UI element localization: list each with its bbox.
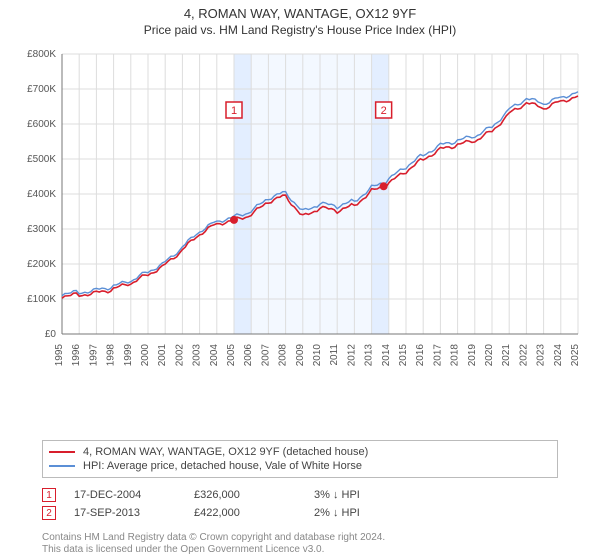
x-tick-label: 2011 xyxy=(329,344,340,366)
x-tick-label: 2012 xyxy=(346,344,357,367)
transaction-date: 17-SEP-2013 xyxy=(74,507,194,519)
chart-titles: 4, ROMAN WAY, WANTAGE, OX12 9YF Price pa… xyxy=(0,0,600,37)
transaction-delta: 2% ↓ HPI xyxy=(314,507,434,519)
legend-label: 4, ROMAN WAY, WANTAGE, OX12 9YF (detache… xyxy=(83,446,368,458)
x-tick-label: 2004 xyxy=(209,344,220,367)
price-marker xyxy=(380,182,388,190)
y-tick-label: £300K xyxy=(27,224,56,235)
x-tick-label: 1995 xyxy=(54,344,65,367)
y-tick-label: £0 xyxy=(45,329,57,340)
price-marker xyxy=(230,216,238,224)
transaction-tag: 2 xyxy=(42,506,56,520)
y-tick-label: £500K xyxy=(27,154,56,165)
legend-swatch xyxy=(49,465,75,467)
x-tick-label: 2006 xyxy=(243,344,254,367)
x-tick-label: 2005 xyxy=(226,344,237,367)
transaction-tag: 1 xyxy=(42,488,56,502)
chart-title: 4, ROMAN WAY, WANTAGE, OX12 9YF xyxy=(0,6,600,21)
x-tick-label: 2014 xyxy=(381,344,392,367)
transaction-delta: 3% ↓ HPI xyxy=(314,489,434,501)
transaction-list: 1 17-DEC-2004£326,0003% ↓ HPI 2 17-SEP-2013… xyxy=(42,486,558,522)
y-tick-label: £400K xyxy=(27,189,56,200)
x-tick-label: 2025 xyxy=(570,344,581,367)
footer-line-1: Contains HM Land Registry data © Crown c… xyxy=(42,532,385,543)
x-tick-label: 2015 xyxy=(398,344,409,367)
chart-legend: 4, ROMAN WAY, WANTAGE, OX12 9YF (detache… xyxy=(42,440,558,478)
footer-line-2: This data is licensed under the Open Gov… xyxy=(42,544,324,555)
transaction-price: £326,000 xyxy=(194,489,314,501)
x-tick-label: 1997 xyxy=(88,344,99,367)
legend-swatch xyxy=(49,451,75,453)
x-tick-label: 1996 xyxy=(71,344,82,367)
price-chart: £0 £100K £200K £300K £400K £500K £600K £700K £80… xyxy=(14,46,586,376)
x-tick-label: 2021 xyxy=(501,344,512,367)
transaction-row: 2 17-SEP-2013£422,0002% ↓ HPI xyxy=(42,504,558,522)
x-tick-label: 1999 xyxy=(123,344,134,367)
transaction-row: 1 17-DEC-2004£326,0003% ↓ HPI xyxy=(42,486,558,504)
x-tick-label: 2020 xyxy=(484,344,495,367)
x-tick-label: 2010 xyxy=(312,344,323,367)
footer-attribution: Contains HM Land Registry data © Crown c… xyxy=(42,532,558,556)
legend-item: HPI: Average price, detached house, Vale… xyxy=(49,459,551,473)
y-tick-label: £700K xyxy=(27,84,56,95)
x-tick-label: 2024 xyxy=(553,344,564,367)
x-tick-label: 2016 xyxy=(415,344,426,367)
x-tick-label: 2013 xyxy=(364,344,375,367)
x-tick-label: 2022 xyxy=(518,344,529,367)
legend-item: 4, ROMAN WAY, WANTAGE, OX12 9YF (detache… xyxy=(49,445,551,459)
y-tick-label: £200K xyxy=(27,259,56,270)
x-tick-label: 2007 xyxy=(260,344,271,367)
x-tick-label: 2000 xyxy=(140,344,151,367)
legend-label: HPI: Average price, detached house, Vale… xyxy=(83,460,362,472)
marker-tag-number: 1 xyxy=(231,105,237,117)
x-tick-label: 2017 xyxy=(432,344,443,367)
chart-subtitle: Price paid vs. HM Land Registry's House … xyxy=(0,23,600,37)
y-tick-label: £600K xyxy=(27,119,56,130)
marker-tag-number: 2 xyxy=(381,105,387,117)
transaction-date: 17-DEC-2004 xyxy=(74,489,194,501)
x-tick-label: 2019 xyxy=(467,344,478,367)
transaction-price: £422,000 xyxy=(194,507,314,519)
x-tick-label: 2008 xyxy=(278,344,289,367)
y-tick-label: £800K xyxy=(27,49,56,60)
x-tick-label: 2002 xyxy=(174,344,185,367)
x-tick-label: 2023 xyxy=(536,344,547,367)
x-tick-label: 2018 xyxy=(450,344,461,367)
x-tick-label: 2009 xyxy=(295,344,306,367)
x-tick-label: 2001 xyxy=(157,344,168,367)
x-tick-label: 1998 xyxy=(106,344,117,367)
x-tick-label: 2003 xyxy=(192,344,203,367)
y-tick-label: £100K xyxy=(27,294,56,305)
